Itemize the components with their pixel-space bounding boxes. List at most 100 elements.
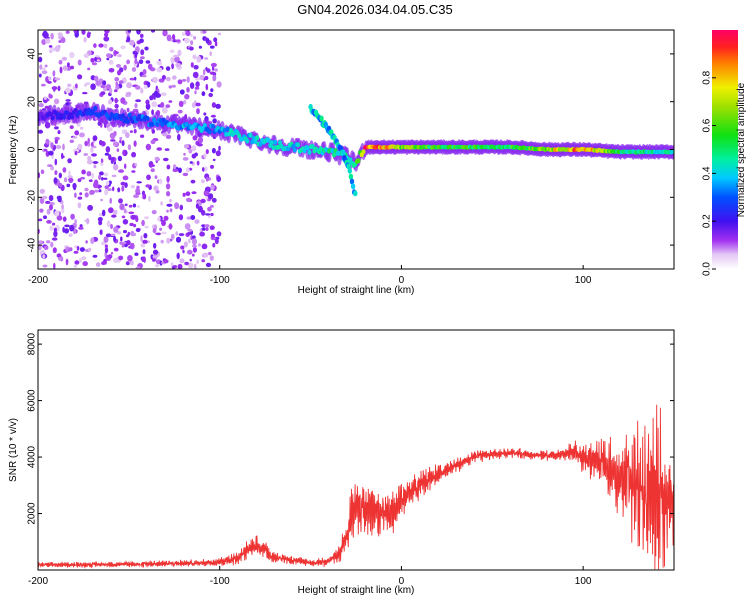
noise-speckle xyxy=(104,152,110,156)
noise-speckle xyxy=(177,109,183,114)
noise-speckle xyxy=(38,103,44,108)
noise-speckle xyxy=(189,46,194,51)
noise-speckle xyxy=(93,164,97,169)
noise-speckle xyxy=(165,76,171,82)
noise-speckle xyxy=(188,238,191,244)
noise-speckle xyxy=(56,253,62,258)
noise-speckle xyxy=(136,185,140,190)
noise-speckle xyxy=(131,170,136,173)
snr-panel: -200 -100 0 100 2000 4000 6000 8000 Height of … xyxy=(8,329,675,596)
noise-speckle xyxy=(54,45,61,52)
colorbar-tick-label: 0.2 xyxy=(702,214,713,228)
noise-speckle xyxy=(122,149,126,156)
ridge-peak xyxy=(224,131,229,137)
ridge-peak xyxy=(332,152,336,158)
noise-speckle xyxy=(125,39,129,43)
noise-speckle xyxy=(128,211,135,215)
noise-speckle xyxy=(205,213,211,216)
noise-speckle xyxy=(118,198,123,204)
noise-speckle xyxy=(125,132,130,139)
noise-speckle xyxy=(179,89,185,95)
noise-speckle xyxy=(99,171,104,176)
noise-speckle xyxy=(177,263,183,269)
noise-speckle xyxy=(201,224,206,228)
noise-speckle xyxy=(48,93,52,99)
noise-speckle xyxy=(150,254,154,260)
noise-speckle xyxy=(191,253,195,257)
noise-speckle xyxy=(40,169,45,175)
noise-speckle xyxy=(179,204,184,211)
ridge-peak xyxy=(255,135,260,141)
noise-speckle xyxy=(46,240,51,244)
noise-speckle xyxy=(53,227,58,232)
noise-speckle xyxy=(61,204,64,210)
noise-speckle xyxy=(145,143,152,151)
noise-speckle xyxy=(177,49,182,57)
noise-speckle xyxy=(152,228,157,234)
noise-speckle xyxy=(130,242,135,250)
noise-speckle xyxy=(87,67,91,71)
noise-speckle xyxy=(172,164,177,170)
noise-speckle xyxy=(188,148,193,154)
noise-speckle xyxy=(113,226,119,233)
noise-speckle xyxy=(115,84,120,90)
noise-speckle xyxy=(57,32,63,36)
ridge-peak xyxy=(229,128,233,133)
noise-speckle xyxy=(65,30,70,34)
noise-speckle xyxy=(87,137,90,144)
noise-speckle xyxy=(134,252,139,256)
noise-speckle xyxy=(146,174,151,181)
noise-speckle xyxy=(168,100,173,103)
ridge-peak xyxy=(222,127,227,133)
ridge-peak xyxy=(266,137,271,143)
noise-speckle xyxy=(138,59,144,64)
noise-speckle xyxy=(163,259,169,264)
noise-speckle xyxy=(210,88,214,93)
noise-speckle xyxy=(81,256,87,260)
noise-speckle xyxy=(91,62,98,66)
noise-speckle xyxy=(73,250,79,254)
noise-speckle xyxy=(48,45,53,48)
noise-speckle xyxy=(106,220,111,228)
noise-speckle xyxy=(182,157,189,161)
snr-plot-area xyxy=(38,330,674,570)
spectrogram-x-ticks: -200 -100 0 100 xyxy=(28,265,592,286)
noise-speckle xyxy=(53,262,56,269)
noise-speckle xyxy=(105,180,110,186)
noise-speckle xyxy=(63,177,68,183)
noise-speckle xyxy=(73,30,77,34)
noise-speckle xyxy=(70,65,74,70)
noise-speckle xyxy=(121,140,125,147)
ridge-peak xyxy=(160,121,165,127)
figure-title: GN04.2026.034.04.05.C35 xyxy=(297,2,452,17)
noise-speckle xyxy=(39,188,45,194)
ridge-peak xyxy=(361,149,366,155)
noise-speckle xyxy=(196,55,202,63)
noise-speckle xyxy=(87,247,92,252)
noise-speckle xyxy=(126,107,130,113)
noise-speckle xyxy=(133,140,137,147)
noise-speckle xyxy=(142,249,146,255)
ridge-peak xyxy=(93,105,98,111)
noise-speckle xyxy=(103,43,108,49)
noise-speckle xyxy=(166,175,170,183)
ridge-peak xyxy=(278,140,282,146)
noise-speckle xyxy=(196,259,199,265)
noise-speckle xyxy=(130,232,137,237)
noise-speckle xyxy=(160,239,164,244)
noise-speckle xyxy=(111,214,117,218)
noise-speckle xyxy=(79,224,83,228)
noise-speckle xyxy=(129,130,133,133)
spectrogram-x-axis-label: Height of straight line (km) xyxy=(298,285,415,296)
noise-speckle xyxy=(81,169,86,175)
noise-speckle xyxy=(136,181,142,184)
noise-speckle xyxy=(78,226,84,230)
noise-speckle xyxy=(91,172,95,179)
noise-speckle xyxy=(162,131,168,137)
noise-speckle xyxy=(78,258,82,263)
noise-speckle xyxy=(93,43,97,48)
ridge-peak xyxy=(73,107,78,113)
noise-speckle xyxy=(142,69,147,75)
noise-speckle xyxy=(129,260,134,266)
